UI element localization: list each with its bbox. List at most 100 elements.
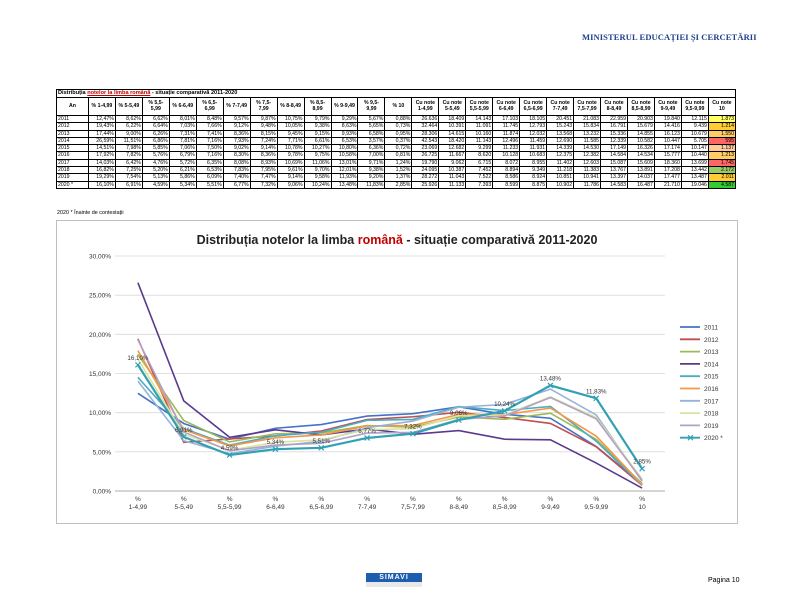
table-row: 2020 * 16,10% 6,91% 4,59% 5,34% 5,51% 6,77% 7,3…	[56, 180, 737, 189]
table-cell: 11.786	[573, 180, 602, 189]
table-cell: 8,48%	[195, 114, 224, 124]
table-cell: 7,66%	[195, 122, 224, 131]
column-header: Cu note 6,5-6,99	[519, 97, 548, 116]
chart-title: Distribuția notelor la limba română - si…	[196, 233, 598, 247]
table-row: 2019 19,29% 7,54% 5,13% 5,86% 6,09% 7,40% 7,47%…	[56, 173, 737, 182]
table-cell: 0,95%	[384, 129, 413, 138]
data-label: 5,51%	[312, 438, 330, 445]
table-cell: 11.218	[546, 166, 575, 175]
table-cell: 9,15%	[303, 129, 332, 138]
chart-container: Distribuția notelor la limba română - si…	[56, 220, 738, 524]
table-cell: 14.855	[627, 129, 655, 138]
table-cell: 10.160	[465, 129, 494, 138]
column-header: % 7-7,49	[222, 97, 251, 116]
y-tick-label: 0,00%	[93, 489, 112, 496]
column-header: Cu note 8-8,49	[600, 97, 628, 116]
table-cell: 11.233	[492, 144, 521, 153]
table-cell: 13.891	[627, 166, 655, 175]
table-cell: 11.402	[546, 158, 575, 168]
column-header: Cu note 9,5-9,99	[680, 97, 709, 116]
table-cell: 28.272	[411, 173, 440, 182]
ministry-name: MINISTERUL EDUCAȚIEI ȘI CERCETĂRII	[582, 32, 757, 42]
data-label: 7,32%	[404, 424, 422, 431]
table-cell: 7,06%	[168, 144, 197, 153]
table-cell: 11.133	[438, 180, 467, 189]
table-cell: 6,21%	[168, 166, 197, 175]
table-cell: 12,01%	[330, 166, 359, 175]
column-header: % 5-5,49	[114, 97, 143, 116]
table-cell: 16.487	[627, 180, 655, 189]
data-label: 5,34%	[267, 439, 285, 446]
table-cell: 5,65%	[357, 122, 386, 131]
table-cell: 5,67%	[357, 114, 386, 124]
page-number: Pagina 10	[708, 577, 740, 584]
data-point-2020	[272, 446, 279, 453]
table-cell: 9,12%	[222, 122, 251, 131]
table-cell: 21.083	[573, 114, 602, 124]
table-cell: 14.530	[573, 144, 602, 153]
table-cell: 8,36%	[222, 129, 251, 138]
series-line-2016	[137, 350, 643, 486]
table-cell: 19.046	[680, 180, 709, 189]
table-cell: 19.840	[653, 114, 682, 124]
table-cell: 8.599	[492, 180, 521, 189]
table-cell: 1,52%	[384, 166, 413, 175]
column-header: Cu note 7-7,49	[546, 97, 575, 116]
table-cell: 11.874	[492, 129, 521, 138]
y-tick-label: 25,00%	[89, 293, 111, 300]
table-cell: 12.375	[546, 151, 575, 160]
data-point-2020	[318, 444, 325, 451]
series-line-2019	[137, 339, 643, 481]
table-cell: 12.115	[680, 114, 709, 124]
data-label: 6,91%	[175, 427, 193, 434]
x-tick-label: % 9,5-9,99	[584, 496, 608, 511]
table-cell: 10.582	[627, 136, 655, 146]
table-cell: 10,69%	[276, 158, 305, 168]
table-cell: 2.011	[707, 173, 737, 182]
table-cell: 6,77%	[222, 180, 251, 189]
table-cell: 9,71%	[357, 158, 386, 168]
data-point-2020	[501, 407, 508, 414]
table-cell: 8,30%	[222, 151, 251, 160]
legend-label: 2017	[704, 398, 719, 405]
data-point-2020	[364, 435, 371, 441]
table-title: Distribuția notelor la limba română - si…	[56, 89, 736, 98]
table-cell: 14.615	[438, 129, 467, 138]
table-cell: 9,45%	[276, 129, 305, 138]
table-cell: 2,85%	[384, 180, 413, 189]
table-cell: 10,58%	[330, 151, 359, 160]
table-cell: 9.299	[465, 144, 494, 153]
column-header: % 9-9,49	[330, 97, 359, 116]
table-cell: 8,93%	[249, 158, 278, 168]
table-cell: 7.452	[465, 166, 494, 175]
column-header: Cu note 10	[707, 97, 737, 116]
legend-marker	[687, 434, 694, 441]
table-cell: 7.393	[465, 180, 494, 189]
table-cell: 0,88%	[384, 114, 413, 124]
table-row: 2017 14,03% 6,42% 4,76% 5,72% 6,35% 8,08% 8,93%…	[56, 158, 737, 168]
table-cell: 9,38%	[303, 122, 332, 131]
table-cell: 8,01%	[168, 114, 197, 124]
year-cell: 2019	[56, 173, 89, 182]
table-cell: 6.715	[465, 158, 494, 168]
table-row: 2015 14,51% 7,98% 5,85% 7,06% 7,50% 9,02% 9,14%…	[56, 144, 737, 153]
table-cell: 15.243	[546, 122, 575, 131]
table-cell: 16.123	[653, 129, 682, 138]
table-cell: 13.699	[680, 158, 709, 168]
column-header: Cu note 7,5-7,99	[573, 97, 602, 116]
table-cell: 7,47%	[249, 173, 278, 182]
table-cell: 8.955	[519, 158, 548, 168]
data-point-2020	[639, 465, 646, 472]
x-tick-label: % 1-4,99	[129, 496, 148, 511]
table-cell: 10,80%	[330, 144, 359, 153]
table-cell: 13.397	[600, 173, 628, 182]
table-cell: 5,85%	[141, 144, 170, 153]
footnote: 2020 * Înainte de contestații	[57, 210, 124, 216]
table-cell: 11.667	[438, 151, 467, 160]
table-cell: 7,81%	[168, 136, 197, 146]
table-cell: 5.705	[680, 136, 709, 146]
table-cell: 13.232	[573, 129, 602, 138]
table-cell: 11.091	[465, 122, 494, 131]
data-point-2020	[134, 361, 141, 368]
table-cell: 8,15%	[249, 129, 278, 138]
